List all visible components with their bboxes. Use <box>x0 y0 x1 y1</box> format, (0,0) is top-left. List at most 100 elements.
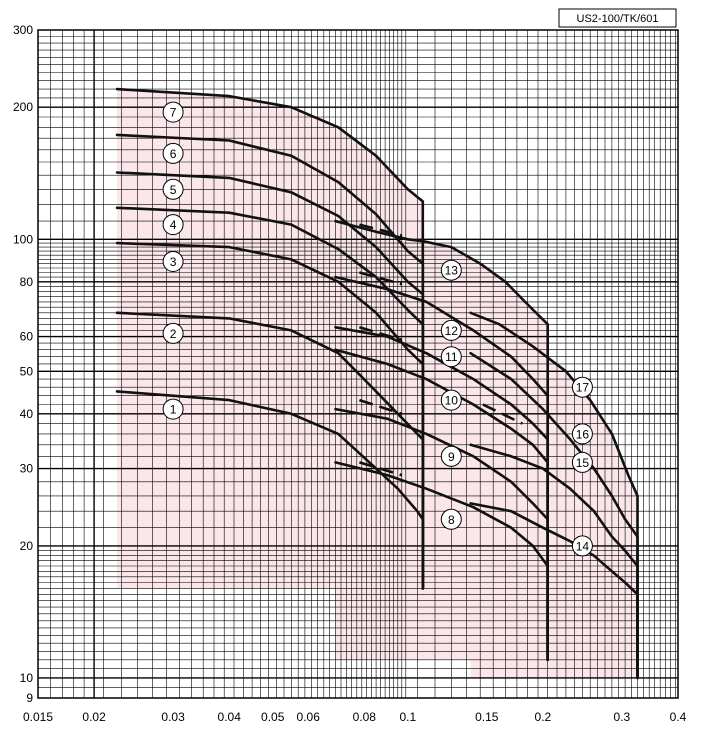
x-tick-label: 0.08 <box>353 710 377 724</box>
x-tick-label: 0.2 <box>535 710 552 724</box>
curve-3 <box>115 241 425 590</box>
curve-label-circle <box>440 389 462 411</box>
curve-label-circle <box>440 259 462 281</box>
curve-label-16: 16 <box>571 423 593 445</box>
curve-label-circle <box>571 376 593 398</box>
curve-label-text: 2 <box>170 327 177 341</box>
curve-label-text: 17 <box>576 381 590 395</box>
x-tick-label: 0.02 <box>82 710 106 724</box>
dashed-segment-2 <box>359 271 403 286</box>
x-tick-label: 0.4 <box>670 710 687 724</box>
y-tick-label: 20 <box>20 539 34 553</box>
x-tick-label: 0.3 <box>614 710 631 724</box>
curve-label-circle <box>162 142 184 164</box>
curve-8 <box>334 461 550 662</box>
curve-label-4: 4 <box>162 214 184 236</box>
curve-label-9: 9 <box>440 445 462 467</box>
curve-label-circle <box>162 322 184 344</box>
x-tick-label: 0.015 <box>23 710 53 724</box>
curve-15 <box>469 443 639 680</box>
curve-label-circle <box>162 251 184 272</box>
curve-label-circle <box>440 319 462 341</box>
curve-label-14: 14 <box>571 535 593 557</box>
curve-label-circle <box>571 451 593 473</box>
y-tick-label: 80 <box>20 275 34 289</box>
x-tick-label: 0.05 <box>261 710 285 724</box>
curve-label-12: 12 <box>440 319 462 341</box>
curve-13 <box>334 219 550 662</box>
curve-10 <box>334 348 550 662</box>
curve-label-text: 1 <box>170 403 177 417</box>
y-tick-label: 9 <box>26 691 33 705</box>
curve-label-text: 9 <box>448 450 455 464</box>
dashed-segments <box>359 223 523 477</box>
y-tick-label: 300 <box>13 23 33 37</box>
curve-6 <box>115 133 425 590</box>
curve-label-13: 13 <box>440 259 462 281</box>
curve-17 <box>469 311 639 680</box>
curve-label-text: 5 <box>170 183 177 197</box>
curve-label-text: 14 <box>576 539 590 553</box>
curve-9 <box>334 407 550 662</box>
grid <box>37 29 678 699</box>
x-axis-ticks: 0.015 0.02 0.03 0.04 0.05 0.06 0.08 0.1 0.15 0.2 0… <box>23 710 687 724</box>
curve-label-text: 12 <box>445 324 459 338</box>
curve-label-circle <box>162 398 184 420</box>
x-tick-label: 0.06 <box>297 710 321 724</box>
y-tick-label: 40 <box>20 407 34 421</box>
curve-label-circle <box>162 178 184 200</box>
curve-14 <box>469 502 639 680</box>
x-tick-label: 0.15 <box>475 710 499 724</box>
y-tick-label: 50 <box>20 364 34 378</box>
curve-label-text: 15 <box>576 456 590 470</box>
curve-1 <box>115 390 425 590</box>
curve-label-17: 17 <box>571 376 593 398</box>
y-tick-label: 200 <box>13 100 33 114</box>
curve-label-text: 3 <box>170 255 177 269</box>
curve-label-text: 8 <box>448 513 455 527</box>
curve-label-circle <box>571 535 593 557</box>
curve-5 <box>115 171 425 590</box>
curve-label-3: 3 <box>162 251 184 272</box>
dashed-segment-1 <box>359 223 403 237</box>
performance-curves <box>115 87 639 680</box>
dashed-segment-6 <box>482 403 523 425</box>
curve-label-circle <box>571 423 593 445</box>
curve-label-text: 7 <box>170 106 177 120</box>
curve-16 <box>469 351 639 680</box>
y-tick-label: 60 <box>20 330 34 344</box>
dashed-segment-4 <box>359 398 403 416</box>
x-tick-label: 0.04 <box>218 710 242 724</box>
curve-label-11: 11 <box>440 346 462 368</box>
curve-label-text: 16 <box>576 427 590 441</box>
curve-label-circle <box>162 101 184 123</box>
y-tick-label: 10 <box>20 671 34 685</box>
curve-label-1: 1 <box>162 398 184 420</box>
curve-label-6: 6 <box>162 142 184 164</box>
curve-label-circle <box>440 346 462 368</box>
curve-label-text: 11 <box>445 350 458 364</box>
curve-label-circle <box>440 508 462 530</box>
curve-label-text: 4 <box>170 218 177 232</box>
curve-12 <box>334 275 550 662</box>
y-axis-ticks: 9 10 20 30 40 50 60 80 100 200 300 <box>13 23 33 705</box>
curve-2 <box>115 311 425 590</box>
curve-4 <box>115 206 425 590</box>
curve-label-circle <box>162 214 184 236</box>
curve-label-text: 10 <box>445 394 459 408</box>
curve-label-10: 10 <box>440 389 462 411</box>
curve-label-text: 13 <box>445 264 459 278</box>
model-label: US2-100/TK/601 <box>577 13 659 25</box>
curve-11 <box>334 325 550 662</box>
curve-label-8: 8 <box>440 508 462 530</box>
x-tick-label: 0.03 <box>161 710 185 724</box>
x-tick-label: 0.1 <box>399 710 416 724</box>
model-label-box: US2-100/TK/601 <box>558 8 677 28</box>
dashed-segment-3 <box>359 326 403 342</box>
curve-label-15: 15 <box>571 451 593 473</box>
curve-label-circle <box>440 445 462 467</box>
curve-7 <box>115 87 425 590</box>
curve-label-5: 5 <box>162 178 184 200</box>
